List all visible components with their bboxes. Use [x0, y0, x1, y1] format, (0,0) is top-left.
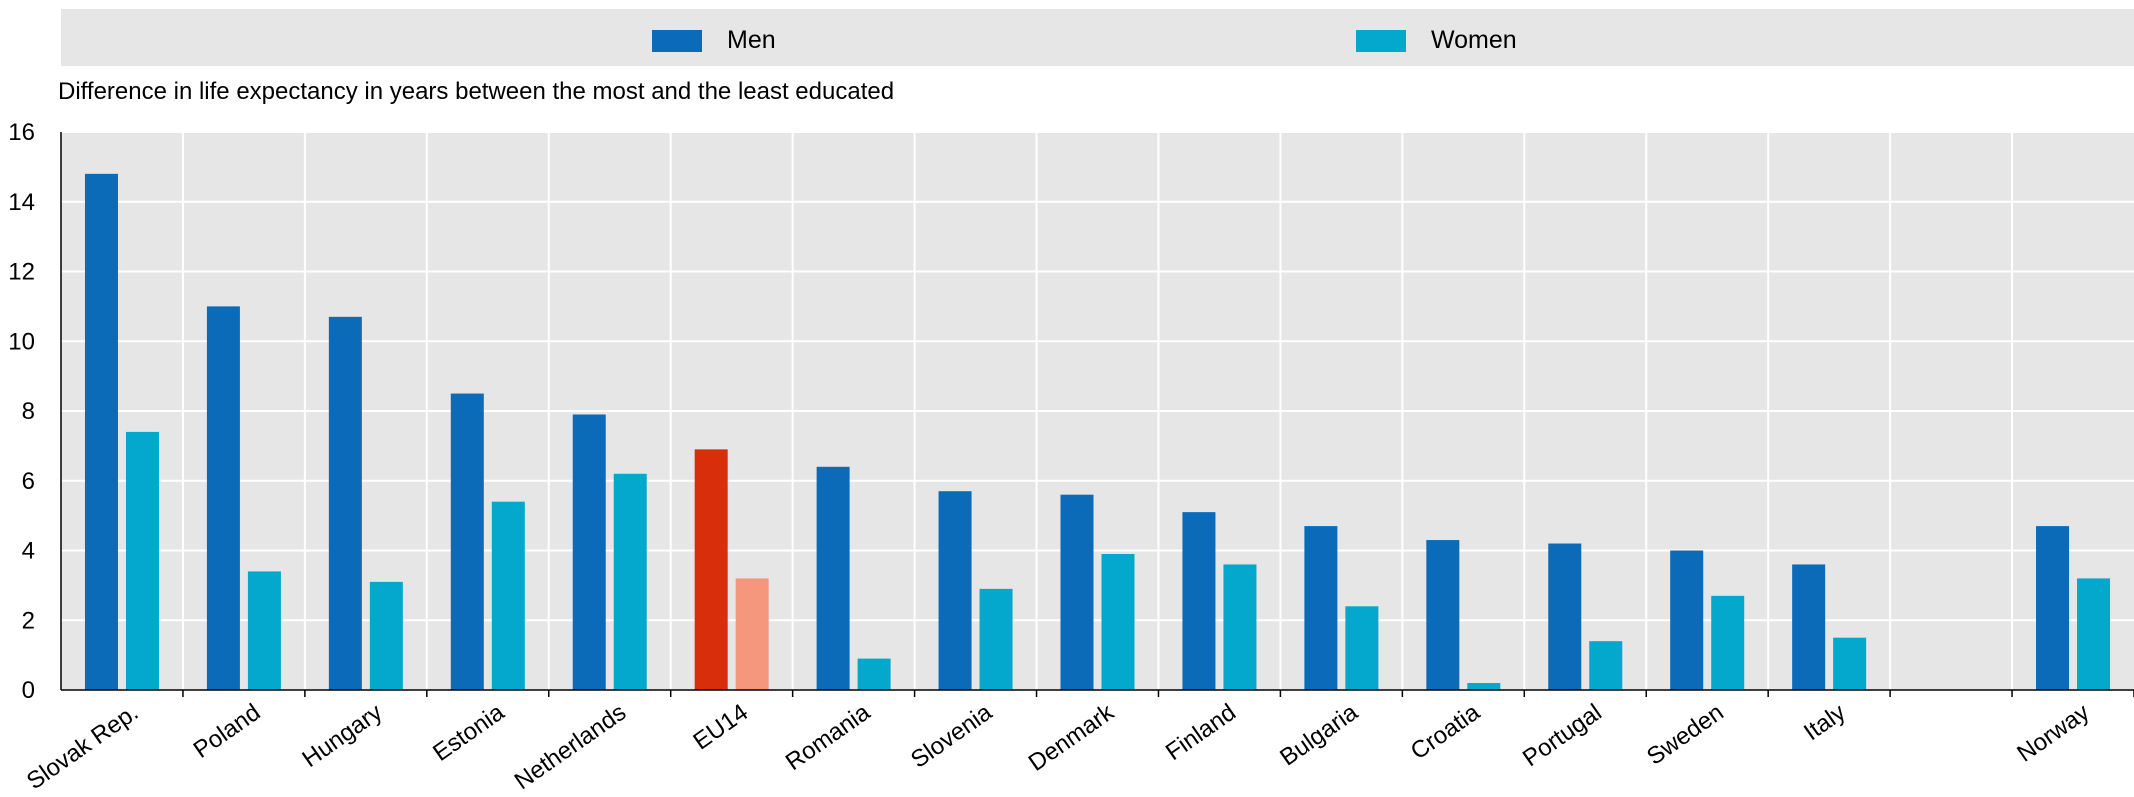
- bar-women: [2077, 578, 2111, 690]
- legend-item-women: Women: [1356, 26, 1517, 55]
- y-tick-label: 14: [8, 189, 35, 216]
- bar-men: [1670, 550, 1704, 690]
- bar-women: [491, 501, 525, 690]
- bar-men: [1304, 526, 1338, 690]
- legend: Men Women: [61, 9, 2134, 66]
- legend-swatch-women: [1356, 29, 1406, 52]
- bar-men: [450, 393, 484, 690]
- bar-men: [938, 491, 972, 690]
- bar-women: [613, 473, 647, 690]
- bar-men: [1548, 543, 1582, 690]
- y-tick-label: 2: [22, 607, 35, 634]
- bar-women: [1101, 553, 1135, 690]
- bar-men: [694, 449, 728, 690]
- bar-men: [1426, 540, 1460, 690]
- bar-women: [979, 588, 1013, 690]
- bar-women: [369, 581, 403, 690]
- bar-men: [1792, 564, 1826, 690]
- x-tick-label: Netherlands: [510, 699, 632, 795]
- y-tick-label: 8: [22, 398, 35, 425]
- legend-item-men: Men: [652, 26, 776, 55]
- x-tick-label: Portugal: [1518, 699, 1607, 772]
- bar-women: [1833, 637, 1867, 690]
- bar-women: [1711, 595, 1745, 690]
- x-tick-label: Italy: [1799, 699, 1851, 746]
- x-tick-label: Finland: [1161, 699, 1241, 766]
- bar-women: [735, 578, 769, 690]
- x-tick-label: Sweden: [1642, 699, 1729, 771]
- y-tick-label: 16: [8, 119, 35, 146]
- bar-women: [1223, 564, 1257, 690]
- bar-women: [1589, 641, 1623, 690]
- y-tick-label: 0: [22, 677, 35, 704]
- y-tick-label: 6: [22, 468, 35, 495]
- x-tick-label: EU14: [688, 699, 753, 756]
- bar-men: [1182, 512, 1216, 690]
- x-tick-label: Romania: [781, 698, 876, 776]
- bar-women: [1345, 606, 1379, 690]
- x-tick-label: Hungary: [297, 699, 387, 773]
- bar-men: [206, 306, 240, 690]
- legend-swatch-men: [652, 29, 702, 52]
- x-tick-label: Poland: [189, 699, 266, 764]
- bar-men: [1060, 494, 1094, 690]
- bar-women: [247, 571, 281, 690]
- bar-men: [84, 173, 118, 691]
- bar-men: [816, 466, 850, 690]
- x-tick-label: Slovenia: [906, 698, 997, 773]
- bar-women: [1467, 683, 1501, 690]
- x-tick-label: Bulgaria: [1275, 698, 1363, 771]
- legend-label-men: Men: [727, 26, 776, 54]
- bar-men: [572, 414, 606, 690]
- bar-women: [125, 431, 159, 690]
- x-tick-label: Denmark: [1024, 698, 1120, 777]
- x-tick-label: Slovak Rep.: [22, 699, 143, 795]
- x-tick-label: Croatia: [1406, 698, 1485, 765]
- y-tick-label: 4: [22, 538, 35, 565]
- y-tick-label: 10: [8, 328, 35, 355]
- y-axis-label: Difference in life expectancy in years b…: [58, 78, 895, 105]
- legend-label-women: Women: [1431, 26, 1517, 54]
- bar-men: [328, 316, 362, 690]
- x-tick-label: Estonia: [428, 698, 510, 766]
- x-tick-label: Norway: [2012, 699, 2094, 768]
- bar-men: [2036, 526, 2070, 690]
- bar-women: [857, 658, 891, 690]
- y-tick-label: 12: [8, 259, 35, 286]
